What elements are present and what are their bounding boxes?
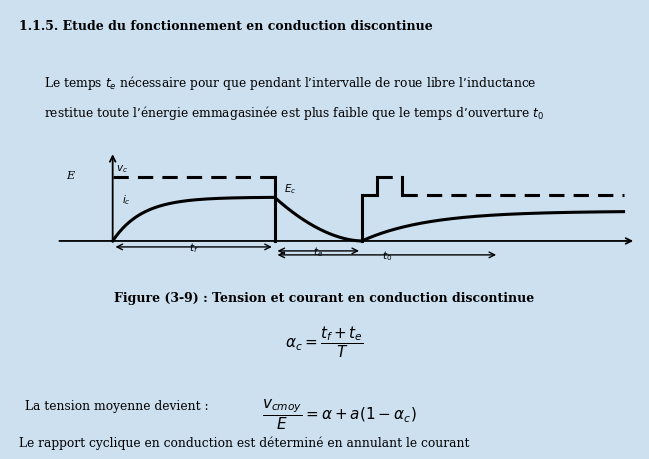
Text: $E_c$: $E_c$ [284, 182, 297, 196]
Text: $t_0$: $t_0$ [382, 249, 392, 263]
Text: Le temps $t_e$ nécessaire pour que pendant l’intervalle de roue libre l’inductan: Le temps $t_e$ nécessaire pour que penda… [44, 74, 537, 92]
Text: 1.1.5. Etude du fonctionnement en conduction discontinue: 1.1.5. Etude du fonctionnement en conduc… [19, 20, 433, 33]
Text: $t_f$: $t_f$ [189, 241, 199, 255]
Text: $t_e$: $t_e$ [313, 245, 323, 259]
Text: $i_c$: $i_c$ [122, 193, 131, 207]
Text: $v_c$: $v_c$ [116, 163, 128, 175]
Text: $\dfrac{v_{cmoy}}{E} = \alpha + a(1 - \alpha_c)$: $\dfrac{v_{cmoy}}{E} = \alpha + a(1 - \a… [262, 397, 417, 432]
Text: restitue toute l’énergie emmagasinée est plus faible que le temps d’ouverture $t: restitue toute l’énergie emmagasinée est… [44, 104, 544, 122]
Text: Figure (3-9) : Tension et courant en conduction discontinue: Figure (3-9) : Tension et courant en con… [114, 292, 535, 305]
Text: La tension moyenne devient :: La tension moyenne devient : [25, 400, 209, 414]
Text: $\alpha_c = \dfrac{t_f + t_e}{T}$: $\alpha_c = \dfrac{t_f + t_e}{T}$ [285, 325, 364, 360]
Text: Le rapport cyclique en conduction est déterminé en annulant le courant: Le rapport cyclique en conduction est dé… [19, 437, 470, 450]
Text: E: E [66, 171, 74, 181]
